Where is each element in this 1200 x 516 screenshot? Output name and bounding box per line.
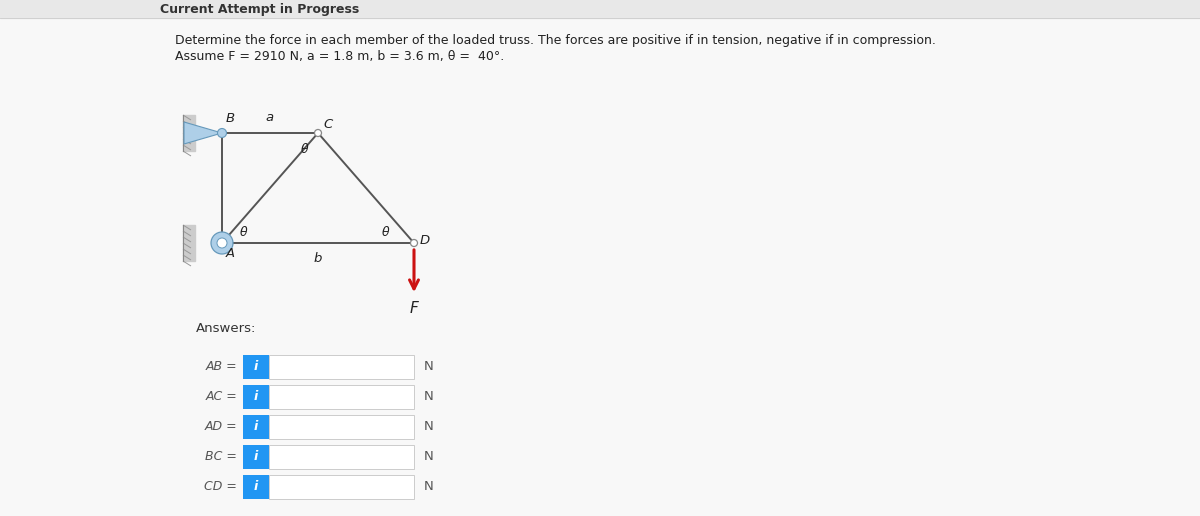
Text: i: i [254, 391, 258, 404]
Bar [0, 0, 1200, 18]
Text: AC =: AC = [205, 391, 238, 404]
Polygon shape [184, 122, 222, 144]
FancyBboxPatch shape [242, 475, 269, 499]
Text: CD =: CD = [204, 480, 238, 493]
Text: Current Attempt in Progress: Current Attempt in Progress [160, 4, 359, 17]
Text: B: B [226, 112, 235, 125]
Text: C: C [323, 118, 332, 131]
FancyBboxPatch shape [242, 445, 269, 469]
Text: i: i [254, 361, 258, 374]
Text: N: N [424, 421, 433, 433]
Text: AB =: AB = [205, 361, 238, 374]
FancyBboxPatch shape [242, 415, 269, 439]
Text: b: b [314, 252, 322, 265]
Text: i: i [254, 421, 258, 433]
Circle shape [211, 232, 233, 254]
Text: AD =: AD = [204, 421, 238, 433]
Circle shape [410, 239, 418, 247]
Text: θ: θ [382, 226, 390, 239]
Circle shape [314, 130, 322, 137]
Text: a: a [266, 111, 274, 124]
FancyBboxPatch shape [269, 415, 414, 439]
Text: N: N [424, 480, 433, 493]
Text: Determine the force in each member of the loaded truss. The forces are positive : Determine the force in each member of th… [175, 34, 936, 47]
FancyBboxPatch shape [269, 355, 414, 379]
Text: BC =: BC = [205, 450, 238, 463]
Text: D: D [420, 234, 431, 248]
FancyBboxPatch shape [269, 385, 414, 409]
Circle shape [217, 238, 227, 248]
Circle shape [217, 128, 227, 137]
Text: θ: θ [240, 226, 247, 239]
Text: N: N [424, 450, 433, 463]
FancyBboxPatch shape [269, 445, 414, 469]
FancyBboxPatch shape [269, 475, 414, 499]
Text: F: F [409, 301, 419, 316]
Text: Answers:: Answers: [196, 322, 257, 335]
Text: N: N [424, 391, 433, 404]
Text: i: i [254, 450, 258, 463]
Text: A: A [226, 247, 235, 260]
Bar [182, 225, 194, 261]
Bar [182, 115, 194, 151]
Text: N: N [424, 361, 433, 374]
FancyBboxPatch shape [242, 355, 269, 379]
Text: i: i [254, 480, 258, 493]
FancyBboxPatch shape [242, 385, 269, 409]
Text: θ: θ [300, 143, 308, 156]
Text: Assume F = 2910 N, a = 1.8 m, b = 3.6 m, θ =  40°.: Assume F = 2910 N, a = 1.8 m, b = 3.6 m,… [175, 50, 504, 63]
